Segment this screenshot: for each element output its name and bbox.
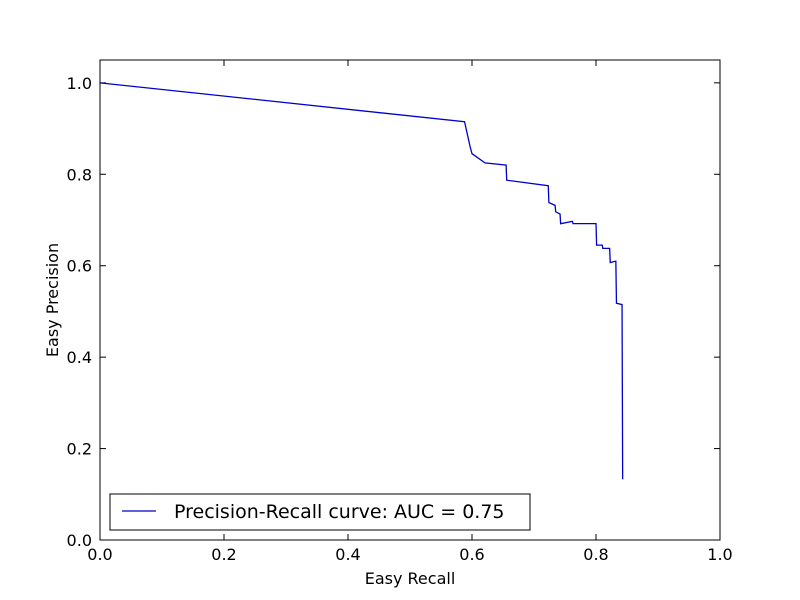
x-axis-label: Easy Recall: [365, 569, 456, 588]
series-line: [99, 82, 624, 480]
lines-layer: [99, 82, 624, 480]
y-tick-label: 1.0: [67, 74, 92, 93]
x-tick-label: 0.4: [335, 545, 360, 564]
x-tick-label: 0.2: [211, 545, 236, 564]
y-tick-label: 0.4: [67, 348, 92, 367]
y-tick-label: 0.8: [67, 165, 92, 184]
x-tick-label: 0.8: [583, 545, 608, 564]
y-tick-label: 0.6: [67, 257, 92, 276]
x-tick-label: 1.0: [707, 545, 732, 564]
y-tick-label: 0.0: [67, 531, 92, 550]
legend-box: [109, 493, 531, 531]
plot-frame: [99, 59, 721, 541]
legend-label: Precision-Recall curve: AUC = 0.75: [174, 501, 505, 523]
legend: Precision-Recall curve: AUC = 0.75: [109, 493, 531, 531]
y-axis-label: Easy Precision: [43, 243, 62, 357]
x-tick-label: 0.6: [459, 545, 484, 564]
plot-background: [100, 60, 720, 540]
y-tick-label: 0.2: [67, 440, 92, 459]
x-tick-label: 0.0: [87, 545, 112, 564]
